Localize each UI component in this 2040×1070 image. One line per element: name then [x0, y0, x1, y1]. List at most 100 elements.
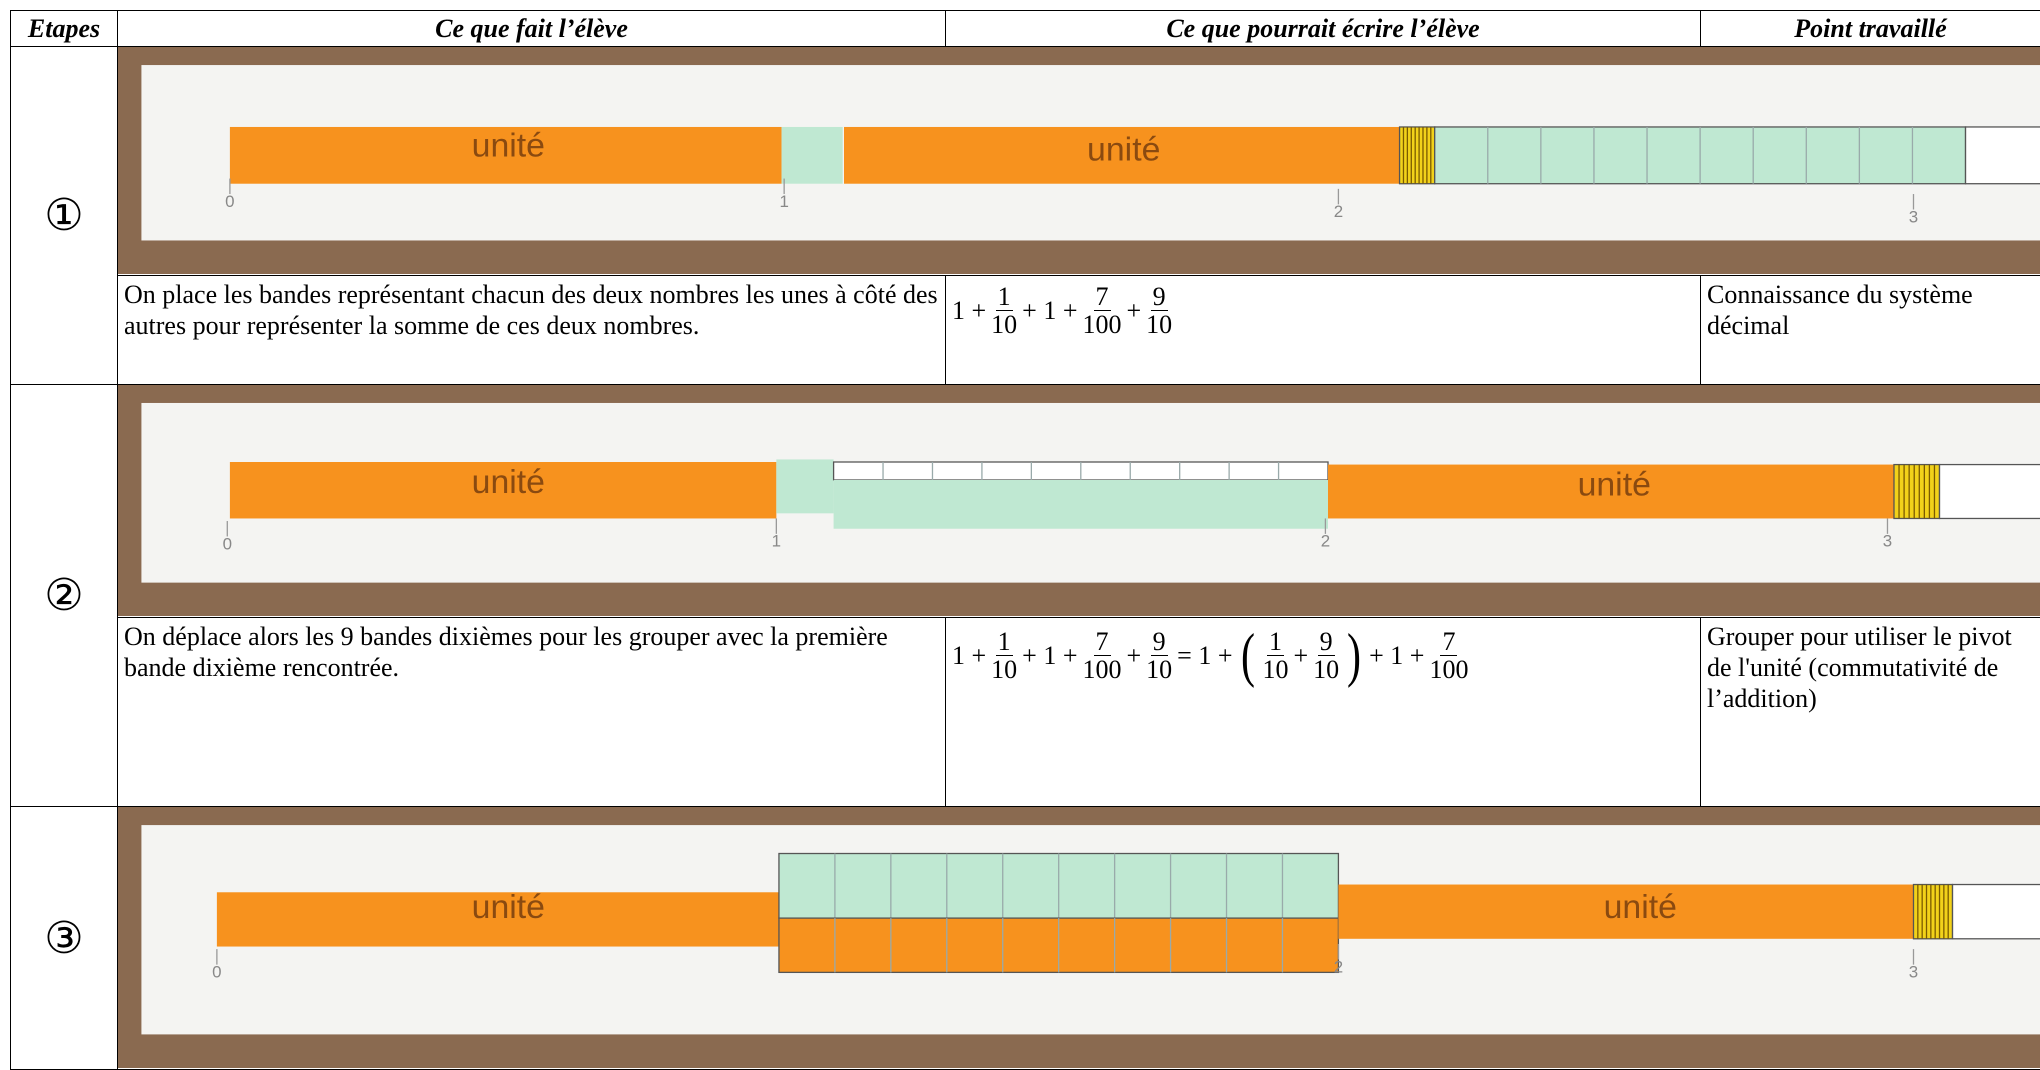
photo-row: ② unité unité 0 1 2 3	[10, 384, 2040, 807]
header-cell: Ce que pourrait écrire l’élève	[945, 10, 1701, 47]
step-marker: ②	[10, 384, 118, 807]
header-cell: Ce que fait l’élève	[117, 10, 946, 47]
formula-token: )	[1347, 622, 1362, 688]
denominator: 10	[991, 654, 1018, 684]
fraction: 7 100	[1083, 283, 1122, 338]
formula: 1 +1 10 + 1 +7 100 +9 10	[952, 279, 1172, 338]
strip-piece	[1912, 883, 1954, 940]
photo-cell: unité unité 0 2 3	[117, 806, 2040, 1070]
header-cell: Etapes	[10, 10, 118, 47]
strip-piece	[844, 126, 1400, 184]
denominator: 10	[1313, 654, 1340, 684]
numerator: 7	[1440, 626, 1458, 656]
fraction: 1 10	[991, 628, 1017, 683]
ruler-number: 2	[1334, 957, 1343, 976]
point-text: Connaissance du système décimal	[1700, 275, 2040, 385]
step-marker: ①	[10, 46, 118, 385]
ruler-number: 2	[1334, 202, 1343, 221]
ruler-number: 0	[212, 963, 221, 982]
formula-cell: 1 +1 10 + 1 +7 100 +9 10	[945, 275, 1701, 385]
strip-label: unité	[472, 128, 545, 165]
strip-piece	[1964, 126, 2040, 185]
strip-piece	[833, 479, 1329, 529]
formula-token: + 1 +	[1369, 640, 1425, 670]
denominator: 10	[1146, 310, 1173, 339]
denominator: 100	[1429, 654, 1469, 684]
ruler-number: 0	[225, 192, 234, 211]
strip-piece	[229, 126, 782, 184]
ruler-number: 0	[223, 534, 232, 553]
header-row: Etapes Ce que fait l’élève Ce que pourra…	[10, 10, 2040, 47]
formula-token: +	[1293, 640, 1309, 670]
fraction: 1 10	[1262, 628, 1288, 683]
photo-cell: unité unité 0 1 2 3	[117, 46, 2040, 276]
strip-label: unité	[1087, 132, 1160, 169]
strip-piece	[781, 126, 843, 184]
strip-piece	[1893, 463, 1941, 520]
photo: unité unité 0 1 2 3	[118, 385, 2040, 616]
fraction: 1 10	[991, 283, 1017, 338]
ruler-number: 1	[779, 192, 788, 211]
strip-piece	[216, 892, 779, 947]
numerator: 1	[995, 282, 1013, 311]
steps-table: Etapes Ce que fait l’élève Ce que pourra…	[10, 10, 2040, 1070]
numerator: 7	[1093, 626, 1111, 656]
photo-cell: unité unité 0 1 2 3	[117, 384, 2040, 618]
formula-token: + 1 +	[1022, 296, 1078, 325]
strip-piece	[1398, 126, 1436, 185]
formula-token: + 1 +	[1022, 640, 1078, 670]
header-cell: Point travaillé	[1700, 10, 2040, 47]
photo: unité unité 0 1 2 3	[118, 47, 2040, 274]
ruler-number: 3	[1909, 963, 1918, 982]
action-text: On place les bandes représentant chacun …	[117, 275, 946, 385]
strip-piece	[1938, 463, 2040, 520]
strip-piece	[1328, 464, 1894, 519]
formula-token: +	[1126, 640, 1142, 670]
strip-label: unité	[1578, 467, 1651, 504]
ruler-number: 2	[1321, 532, 1330, 551]
formula-cell: 1 +1 10 + 1 +7 100 +9 10 = 1 +(1 10 +9 10) + 1 +7 1…	[945, 617, 1701, 807]
fraction: 7 100	[1429, 628, 1468, 683]
formula-token: +	[1126, 296, 1142, 325]
photo-row: ① unité unité 0 1 2 3	[10, 46, 2040, 385]
denominator: 100	[1082, 654, 1122, 684]
numerator: 1	[1266, 626, 1284, 656]
strip-label: unité	[472, 888, 545, 926]
formula-token: = 1 +	[1177, 640, 1233, 670]
table-body: ① unité unité 0 1 2 3 On place les bandes repré…	[10, 46, 2040, 1070]
formula-token: (	[1240, 622, 1255, 688]
fraction: 9 10	[1146, 283, 1172, 338]
fraction: 9 10	[1313, 628, 1339, 683]
strip-piece	[776, 459, 834, 514]
photo-row: ③ unité unité 0 2 3	[10, 806, 2040, 1070]
strip-label: unité	[472, 464, 545, 501]
strip-piece	[1338, 884, 1914, 939]
text-row: On place les bandes représentant chacun …	[11, 275, 2040, 385]
fraction: 9 10	[1146, 628, 1172, 683]
photo: unité unité 0 2 3	[118, 807, 2040, 1068]
numerator: 7	[1093, 282, 1111, 311]
formula-token: 1 +	[952, 640, 987, 670]
ruler-number: 3	[1909, 207, 1918, 226]
step-marker: ③	[10, 806, 118, 1070]
strip-piece	[1951, 883, 2040, 940]
strip-label: unité	[1604, 888, 1677, 926]
numerator: 1	[995, 626, 1013, 656]
denominator: 10	[1262, 654, 1289, 684]
text-row: On déplace alors les 9 bandes dixièmes p…	[11, 617, 2040, 807]
numerator: 9	[1317, 626, 1335, 656]
ruler-number: 3	[1883, 532, 1892, 551]
numerator: 9	[1150, 626, 1168, 656]
denominator: 10	[1146, 654, 1173, 684]
point-text: Grouper pour utiliser le pivot de l'unit…	[1700, 617, 2040, 807]
denominator: 100	[1082, 310, 1122, 339]
denominator: 10	[991, 310, 1018, 339]
formula: 1 +1 10 + 1 +7 100 +9 10 = 1 +(1 10 +9 10) + 1 +7 1…	[952, 621, 1468, 685]
fraction: 7 100	[1083, 628, 1122, 683]
ruler-number: 1	[772, 532, 781, 551]
strip-piece	[229, 462, 777, 519]
action-text: On déplace alors les 9 bandes dixièmes p…	[117, 617, 946, 807]
numerator: 9	[1150, 282, 1168, 311]
formula-token: 1 +	[952, 296, 987, 325]
